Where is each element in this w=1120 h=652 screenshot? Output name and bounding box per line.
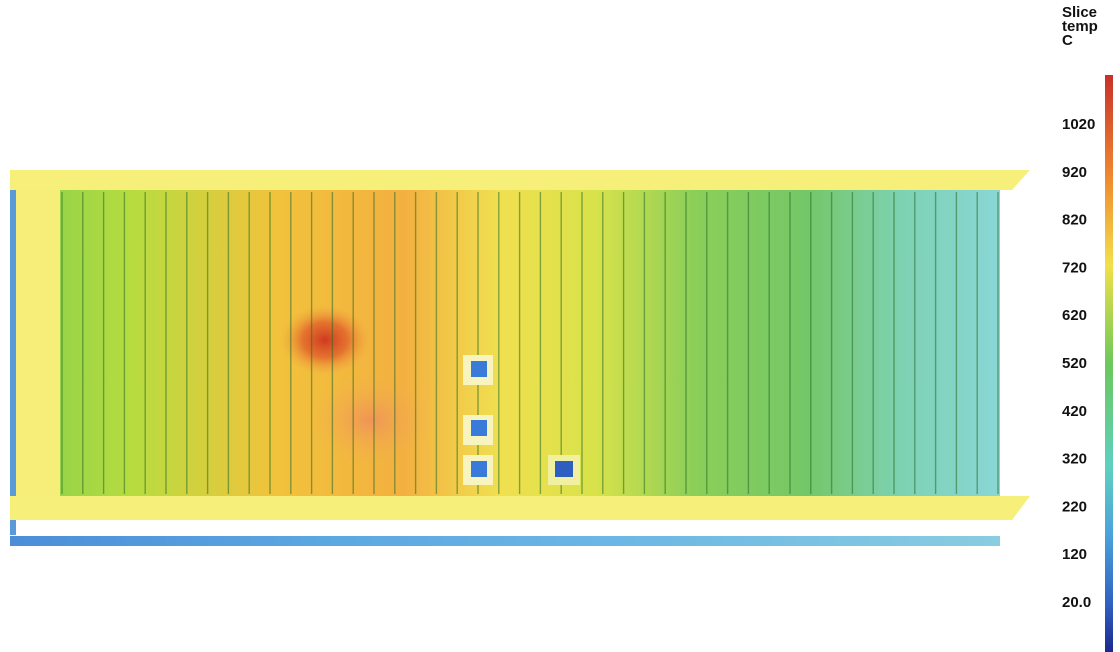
vent: [471, 361, 487, 377]
colorbar-label: 1020: [1062, 116, 1095, 133]
warm-zone: [310, 375, 430, 465]
colorbar-label: 220: [1062, 498, 1087, 515]
colorbar-label: 420: [1062, 403, 1087, 420]
colorbar-labels: 1020 920 820 720 620 520 420 320 220 120 20.0: [1062, 116, 1095, 611]
slice-view: SlicetempC 10209208207206205204203202201…: [0, 0, 1120, 652]
colorbar-label: 820: [1062, 212, 1087, 229]
vent: [471, 420, 487, 436]
hot-spot: [280, 305, 370, 375]
left-wall: [16, 190, 60, 496]
colorbar-label: 520: [1062, 355, 1087, 372]
top-beam: [10, 170, 1030, 190]
left-edge: [10, 185, 16, 535]
colorbar-label: 320: [1062, 451, 1087, 468]
colorbar-label: 20.0: [1062, 594, 1091, 611]
colorbar: [1105, 75, 1113, 652]
colorbar-title-line: C: [1062, 32, 1073, 49]
bottom-beam: [10, 496, 1030, 520]
floor-strip: [10, 536, 1000, 546]
page: {"colorbar": {"title": ["Slice", "temp",…: [0, 0, 1120, 652]
vent: [471, 461, 487, 477]
colorbar-label: 120: [1062, 546, 1087, 563]
colorbar-label: 720: [1062, 259, 1087, 276]
colorbar-label: 920: [1062, 164, 1087, 181]
vent: [555, 461, 573, 477]
colorbar-label: 620: [1062, 307, 1087, 324]
